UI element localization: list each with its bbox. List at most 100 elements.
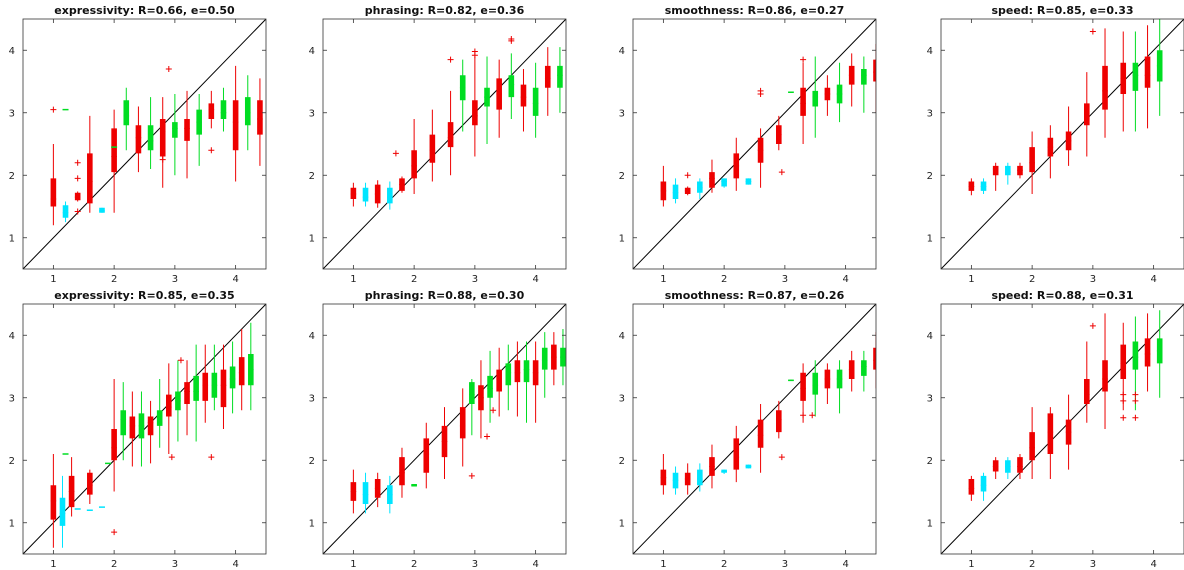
outlier-marker [1089,28,1096,35]
outlier-marker [177,357,184,364]
box-body [123,100,130,126]
box-green [812,56,819,138]
box-body [50,485,57,520]
box-body [1005,165,1011,176]
y-tick-label: 2 [9,456,15,467]
box-cyan [745,464,752,469]
box-body [229,366,236,389]
box-red [992,457,999,479]
box-red [1065,106,1072,166]
box-red [496,59,502,138]
box-red [1047,407,1054,479]
x-tick-label: 3 [172,559,178,570]
box-green [196,94,202,166]
x-tick-label: 1 [968,274,974,285]
box-red [733,425,740,483]
box-body [120,410,127,436]
box-green [523,341,530,423]
box-body [87,153,93,204]
x-tick-label: 4 [532,274,538,285]
plot-area [633,304,891,554]
x-tick-label: 2 [721,274,727,285]
box-body [885,66,891,82]
box-green [1156,310,1163,398]
box-cyan [721,469,727,474]
box-red [968,475,975,501]
y-tick-label: 4 [309,46,315,57]
box-red [374,472,381,508]
box-body [459,407,466,439]
box-body [62,205,69,218]
box-body [269,97,275,128]
box-body [99,207,105,213]
box-red [1120,31,1127,132]
box-red [50,454,57,548]
y-tick-label: 2 [309,171,315,182]
box-body [812,372,819,395]
box-green [836,360,843,414]
box-body [399,457,405,486]
box-red [684,463,691,495]
x-tick-label: 4 [842,559,848,570]
box-cyan [672,466,679,495]
x-tick-label: 3 [782,274,788,285]
box-red [423,422,430,489]
outlier-marker [74,159,81,166]
box-body [350,187,357,199]
box-body [541,347,548,370]
box-red [1144,25,1151,129]
y-tick-label: 2 [619,456,625,467]
x-tick-label: 4 [842,274,848,285]
outlier-marker [74,208,81,215]
y-tick-label: 1 [619,233,625,244]
y-tick-label: 4 [619,331,625,342]
diagonal-line [23,304,266,554]
y-tick-label: 4 [9,46,15,57]
box-red [848,350,855,392]
y-tick-label: 4 [927,331,933,342]
axes-frame [322,18,567,270]
box-body [1084,379,1090,404]
x-tick-label: 1 [660,274,666,285]
box-body [520,84,527,107]
axes-frame [940,18,1184,270]
x-tick-label: 4 [232,274,238,285]
box-cyan [59,475,66,548]
box-green [175,360,181,442]
box-cyan [1005,162,1011,185]
outlier-marker [468,472,475,479]
box-body [1017,457,1023,473]
box-body [968,479,975,495]
outlier-marker [74,175,81,182]
box-green [244,75,251,151]
box-body [50,178,57,207]
chart-title: phrasing: R=0.82, e=0.36 [365,4,525,17]
chart-panel: phrasing: R=0.82, e=0.36 1 2 3 4 1 2 3 4 [309,4,567,285]
box-red [447,90,454,176]
box-body [1102,360,1108,392]
box-red [135,106,142,173]
box-red [873,44,876,113]
chart-title: phrasing: R=0.88, e=0.30 [365,289,525,302]
box-body [429,134,436,163]
box-body [885,351,891,364]
box-body [697,469,703,486]
box-body [812,90,819,107]
outlier-marker [1132,414,1139,421]
box-red [111,379,117,492]
box-red [87,469,93,504]
box-body [1029,147,1035,173]
box-body [156,410,163,426]
box-red [202,344,209,423]
box-red [399,176,405,193]
box-green [484,56,490,144]
box-red [232,65,239,182]
y-tick-label: 2 [927,171,933,182]
y-tick-label: 3 [927,108,933,119]
outlier-marker [447,56,454,63]
box-cyan [362,182,369,207]
box-body [166,394,172,417]
box-body [193,375,199,401]
x-tick-label: 2 [1029,559,1035,570]
x-tick-label: 2 [411,559,417,570]
